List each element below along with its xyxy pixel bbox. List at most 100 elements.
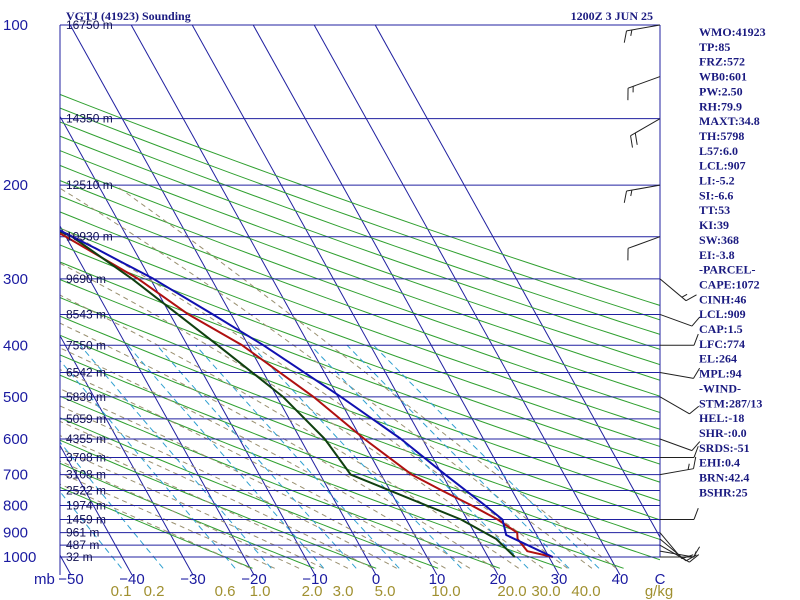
height-label: 32 m <box>66 550 93 564</box>
index-entry: HEL:-18 <box>699 411 744 425</box>
wind-barb <box>660 446 699 458</box>
index-entry: TT:53 <box>699 203 730 217</box>
wind-barb <box>630 118 661 148</box>
index-entry: SW:368 <box>699 233 739 247</box>
dry-adiabat <box>60 462 315 569</box>
axis-corner-label: mb <box>34 571 55 588</box>
index-entry: SRDS:-51 <box>699 441 750 455</box>
pressure-tick-label: 100 <box>3 17 28 34</box>
index-entry: -WIND- <box>699 381 741 395</box>
dry-adiabat <box>60 439 377 569</box>
dry-adiabat <box>60 180 660 397</box>
mixing-ratio-label: 40.0 <box>571 583 600 600</box>
moist-adiabat <box>60 405 397 569</box>
pressure-tick-label: 1000 <box>3 549 36 566</box>
dry-adiabat <box>60 244 660 465</box>
index-entry: CAP:1.5 <box>699 322 743 336</box>
moist-adiabat <box>60 322 495 569</box>
dewpoint-profile <box>60 230 516 558</box>
height-label: 4355 m <box>66 432 106 446</box>
mixing-ratio-line <box>79 344 272 569</box>
dry-adiabat <box>60 395 501 569</box>
index-entry: TP:85 <box>699 40 730 54</box>
wind-barb <box>659 532 694 560</box>
mixing-ratio-label: 0.6 <box>215 583 236 600</box>
mixing-ratio-line <box>195 344 400 569</box>
index-entry: LCL:909 <box>699 307 746 321</box>
height-label: 1459 m <box>66 512 106 526</box>
height-label: 2522 m <box>66 484 106 498</box>
wind-barb <box>660 508 699 520</box>
moist-adiabat <box>115 184 617 569</box>
index-entry: MAXT:34.8 <box>699 114 760 128</box>
index-entry: L57:6.0 <box>699 144 738 158</box>
dry-adiabat <box>60 279 660 502</box>
wind-barb <box>627 236 661 261</box>
isotherm-line <box>60 334 194 575</box>
index-entry: WB0:601 <box>699 70 747 84</box>
height-label: 3708 m <box>66 450 106 464</box>
mixing-ratio-line <box>60 441 164 569</box>
dry-adiabat <box>60 150 660 366</box>
temperature-unit-label: C <box>655 571 666 588</box>
wind-barb <box>659 396 700 415</box>
chart-title-left: VGTJ (41923) Sounding <box>66 9 191 23</box>
temperature-tick-label: 40 <box>612 571 629 588</box>
index-entry: LCL:907 <box>699 159 746 173</box>
mixing-ratio-label: 5.0 <box>375 583 396 600</box>
dry-adiabat <box>60 227 660 448</box>
dry-adiabat <box>60 297 660 521</box>
dry-adiabat <box>60 486 253 569</box>
moist-adiabat <box>60 368 446 569</box>
wind-barb <box>659 313 701 327</box>
pressure-tick-label: 600 <box>3 431 28 448</box>
dry-adiabat <box>60 374 562 569</box>
mixing-ratio-line <box>373 344 600 569</box>
moist-adiabat <box>60 294 519 569</box>
isotherm-line <box>60 225 255 575</box>
index-entry: SI:-6.6 <box>699 188 733 202</box>
isotherm-line <box>60 115 316 575</box>
wind-barb <box>627 76 661 101</box>
moist-adiabat <box>60 262 544 569</box>
dry-adiabat <box>60 315 660 541</box>
mixing-ratio-line <box>310 344 529 569</box>
height-label: 961 m <box>66 526 99 540</box>
index-entry: -PARCEL- <box>699 263 755 277</box>
index-entry: PW:2.50 <box>699 84 743 98</box>
dry-adiabat <box>60 261 660 483</box>
dry-adiabat <box>60 195 660 414</box>
index-entry: BRN:42.4 <box>699 471 749 485</box>
height-label: 14350 m <box>66 112 113 126</box>
wind-barb <box>659 438 701 452</box>
index-entry: KI:39 <box>699 218 729 232</box>
temperature-tick-label: 10 <box>429 571 446 588</box>
mixing-ratio-label: g/kg <box>645 583 673 600</box>
wind-barb <box>623 24 661 43</box>
height-label: 16750 m <box>66 18 113 32</box>
pressure-tick-label: 300 <box>3 271 28 288</box>
dry-adiabat <box>60 121 660 335</box>
height-label: 8543 m <box>66 307 106 321</box>
moist-adiabat <box>60 187 593 569</box>
pressure-tick-label: 800 <box>3 497 28 514</box>
moist-adiabat <box>60 226 568 569</box>
index-entry: LFC:774 <box>699 337 745 351</box>
moist-adiabat <box>60 472 275 569</box>
height-label: 1974 m <box>66 498 106 512</box>
height-label: 3108 m <box>66 468 106 482</box>
mixing-ratio-line <box>250 344 462 569</box>
index-entry: TH:5798 <box>699 129 744 143</box>
mixing-ratio-line <box>127 344 325 569</box>
mixing-ratio-label: 30.0 <box>531 583 560 600</box>
mixing-ratio-label: 1.0 <box>250 583 271 600</box>
pressure-tick-label: 400 <box>3 337 28 354</box>
background-lines <box>60 25 660 575</box>
dry-adiabat <box>60 107 660 321</box>
mixing-ratio-label: 2.0 <box>302 583 323 600</box>
index-entry: BSHR:25 <box>699 485 748 499</box>
height-label: 10930 m <box>66 230 113 244</box>
mixing-ratio-label: 0.2 <box>144 583 165 600</box>
dry-adiabat <box>60 211 660 430</box>
index-entry: WMO:41923 <box>699 25 766 39</box>
